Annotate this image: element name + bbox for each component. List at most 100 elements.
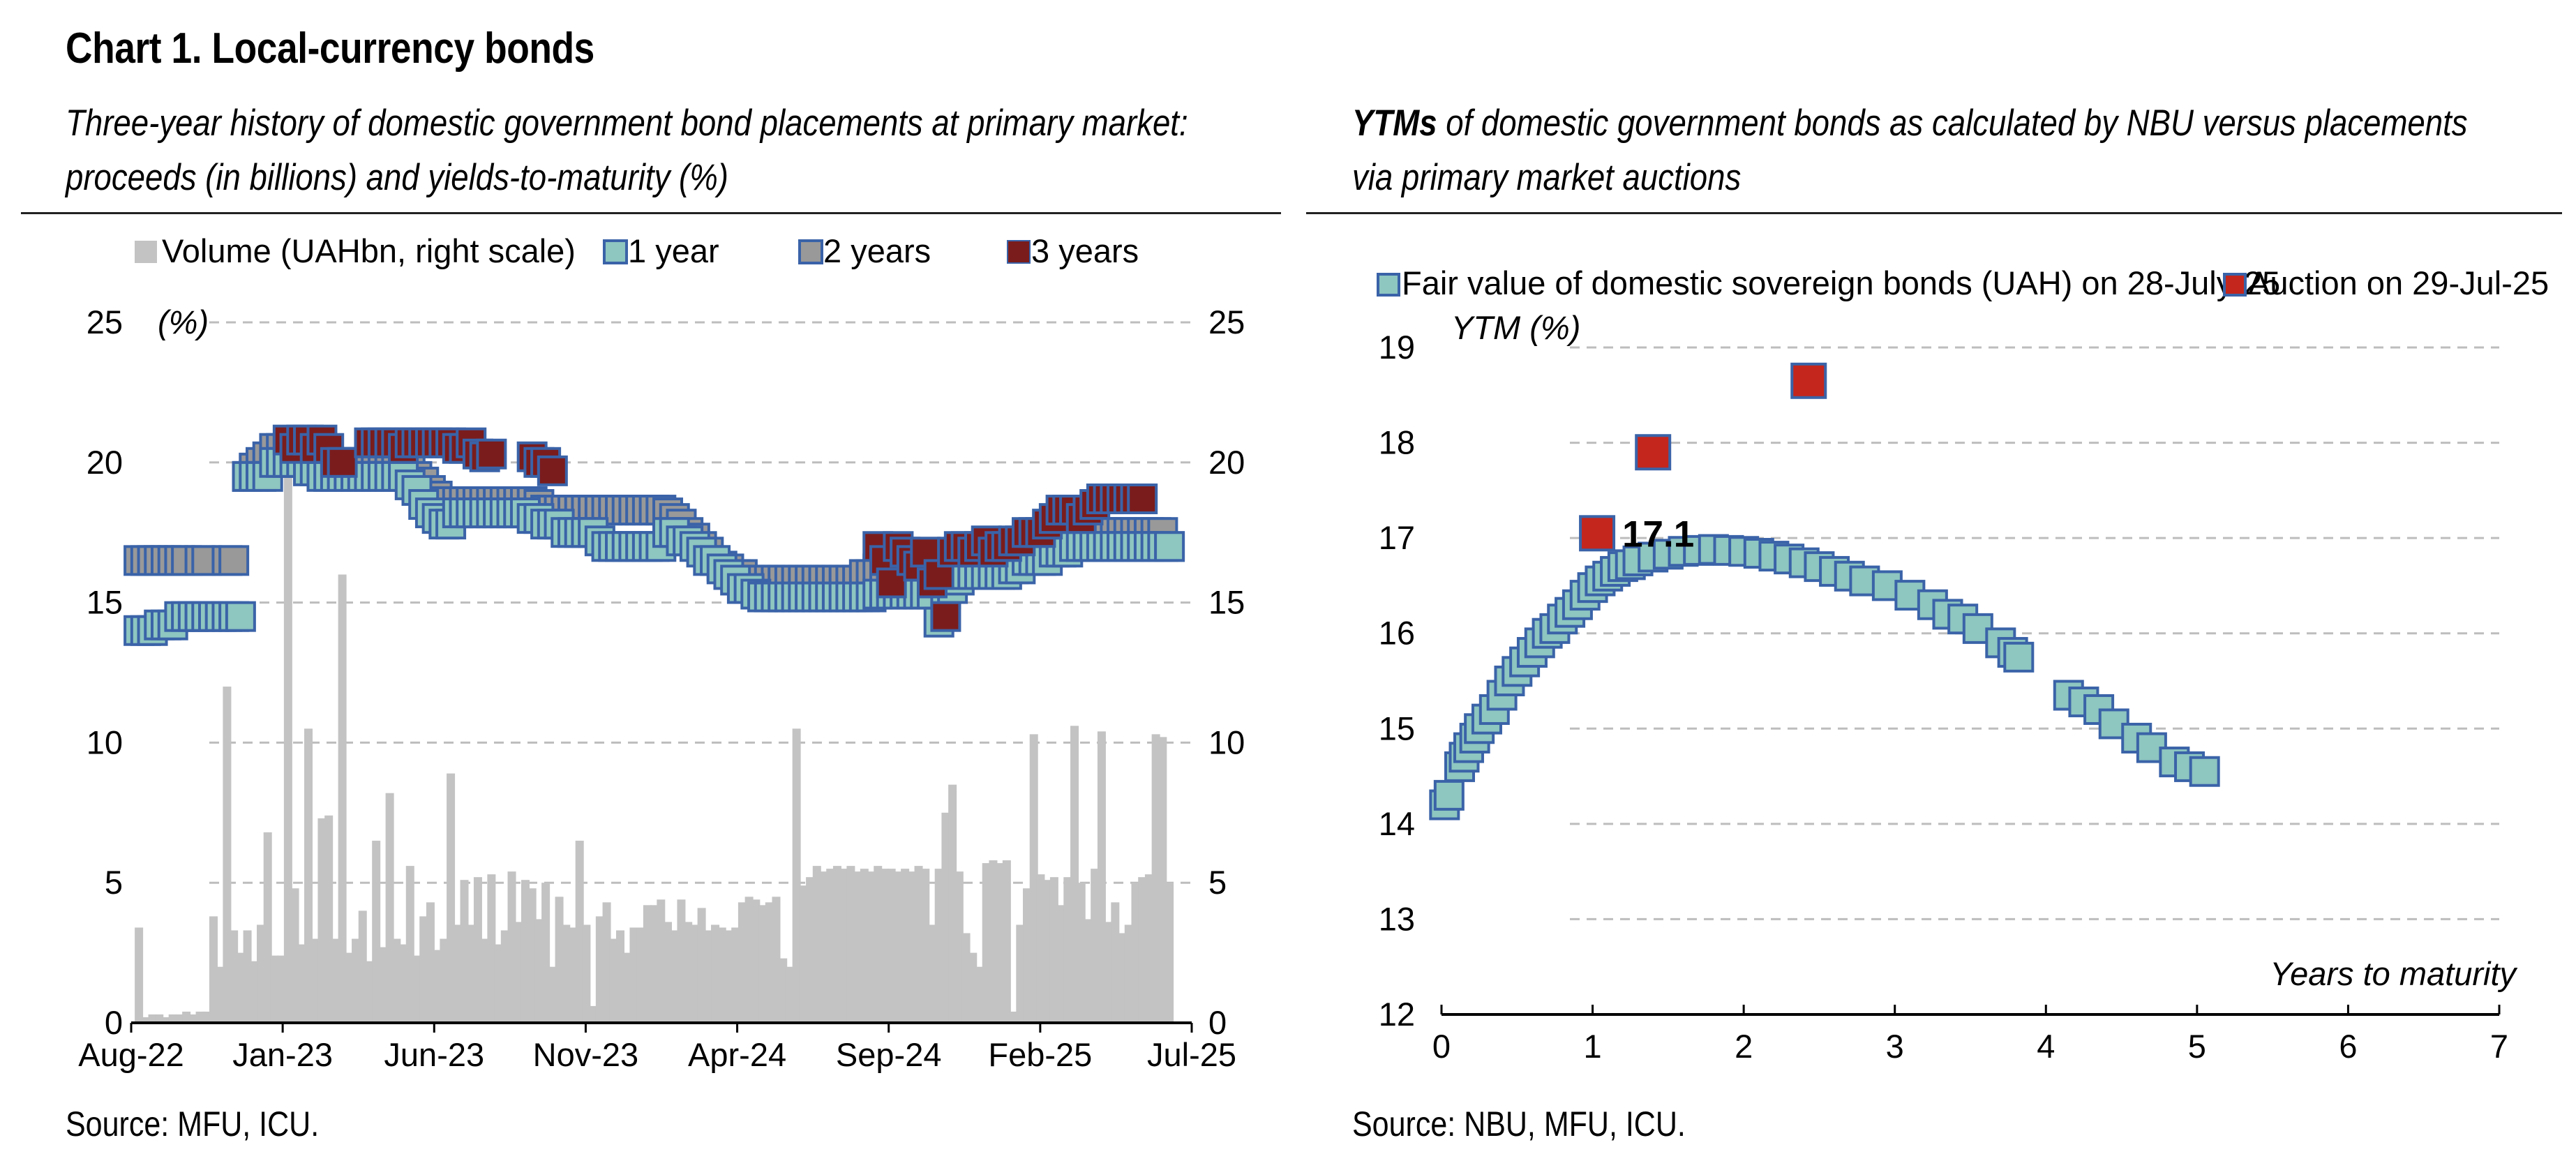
volume-bar — [230, 930, 239, 1023]
left-x-tick-label: Sep-24 — [836, 1036, 942, 1073]
annotation-17-1: 17.1 — [1622, 514, 1694, 555]
legend-swatch-volume — [135, 241, 157, 263]
marker-3-years — [476, 438, 507, 470]
marker-2-years — [218, 545, 250, 576]
left-y-tick-label: 20 — [87, 444, 123, 481]
volume-bar — [216, 966, 225, 1023]
volume-bar — [345, 952, 354, 1023]
legend-label-1-year: 1 year — [628, 232, 719, 269]
volume-bar — [405, 866, 414, 1023]
volume-bar — [839, 869, 848, 1023]
marker-1-year — [225, 601, 256, 632]
marker-auction — [1635, 434, 1672, 471]
right-chart: Fair value of domestic sovereign bonds (… — [1377, 264, 2549, 1065]
volume-bar — [874, 866, 883, 1023]
volume-bar — [378, 947, 387, 1023]
volume-bar — [460, 880, 469, 1023]
volume-bar — [541, 883, 551, 1023]
volume-bar — [440, 938, 449, 1023]
right-scale-tick-label: 20 — [1208, 444, 1245, 481]
right-x-tick-label: 1 — [1584, 1028, 1602, 1065]
volume-bar — [243, 930, 252, 1023]
marker-auction — [1579, 515, 1616, 552]
volume-bar — [1063, 877, 1072, 1023]
volume-bar — [880, 869, 889, 1023]
volume-bar — [772, 897, 781, 1023]
volume-bar — [968, 952, 978, 1023]
right-x-tick-label: 5 — [2188, 1028, 2206, 1065]
volume-bar — [433, 950, 442, 1023]
volume-bar — [168, 1014, 177, 1023]
volume-bar — [352, 938, 361, 1023]
volume-bar — [182, 1011, 191, 1023]
volume-bar — [1036, 874, 1045, 1023]
right-y-tick-label: 16 — [1379, 615, 1415, 652]
left-y-tick-label: 0 — [105, 1004, 123, 1041]
volume-bar — [338, 574, 347, 1023]
volume-bar — [744, 897, 754, 1023]
left-grid — [209, 321, 1192, 884]
volume-bar — [690, 924, 699, 1023]
legend-label-volume: Volume (UAHbn, right scale) — [162, 232, 576, 269]
legend-swatch-2-years — [798, 239, 823, 264]
volume-bar — [657, 899, 666, 1023]
right-x-tick-label: 0 — [1432, 1028, 1451, 1065]
left-subtitle-line-1: Three-year history of domestic governmen… — [66, 103, 1188, 144]
right-x-tick-label: 7 — [2490, 1028, 2508, 1065]
volume-bar — [589, 1005, 598, 1023]
right-scale-tick-label: 5 — [1208, 864, 1227, 901]
volume-bar — [1138, 877, 1147, 1023]
right-y-tick-label: 15 — [1379, 710, 1415, 747]
volume-bar — [1111, 902, 1120, 1023]
ytm-markers — [1429, 362, 2220, 820]
volume-bar — [310, 938, 320, 1023]
volume-bar — [304, 728, 313, 1023]
legend-swatch-fair-value — [1377, 273, 1400, 297]
volume-bar — [765, 902, 774, 1023]
right-subtitle-line-2: via primary market auctions — [1352, 157, 1742, 198]
volume-bar — [819, 871, 828, 1023]
volume-bar — [853, 871, 862, 1023]
volume-bar — [1158, 737, 1167, 1023]
volume-bar — [975, 966, 984, 1023]
volume-bar — [697, 908, 706, 1023]
volume-bar — [385, 793, 394, 1023]
left-chart: Volume (UAHbn, right scale) 1 year 2 yea… — [78, 232, 1245, 1073]
volume-bar — [331, 938, 340, 1023]
volume-bar — [751, 899, 761, 1023]
left-y-tick-label: 25 — [87, 304, 123, 340]
right-header-rule — [1306, 212, 2562, 214]
volume-bar — [480, 938, 489, 1023]
volume-bar — [297, 944, 306, 1023]
volume-bar — [826, 869, 835, 1023]
volume-bar — [317, 818, 327, 1023]
left-x-tick-label: Aug-22 — [78, 1036, 184, 1073]
volume-bar — [860, 869, 869, 1023]
left-x-tick-label: Jan-23 — [232, 1036, 333, 1073]
right-legend: Fair value of domestic sovereign bonds (… — [1377, 264, 2549, 301]
volume-bar — [867, 871, 876, 1023]
volume-bar — [921, 869, 930, 1023]
volume-bar — [358, 911, 367, 1023]
marker-1-year — [1154, 531, 1185, 562]
left-x-tick-label: Jun-23 — [384, 1036, 484, 1073]
volume-bar — [799, 885, 808, 1023]
left-y-tick-label: 5 — [105, 864, 123, 901]
volume-bar — [982, 863, 991, 1023]
right-scale-tick-label: 0 — [1208, 1004, 1227, 1041]
left-y-tick-label: 10 — [87, 724, 123, 760]
volume-bar — [575, 840, 584, 1023]
right-x-tick-label: 4 — [2037, 1028, 2055, 1065]
volume-bar — [263, 832, 272, 1023]
volume-bar — [188, 1014, 197, 1023]
right-source-note: Source: NBU, MFU, ICU. — [1352, 1104, 1686, 1144]
volume-bar — [792, 728, 801, 1023]
right-subtitle-rest: of domestic government bonds as calculat… — [1437, 103, 2468, 144]
right-y-tick-label: 17 — [1379, 519, 1415, 556]
volume-bar — [419, 916, 428, 1023]
marker-3-years — [930, 601, 961, 632]
right-x-tick-label: 3 — [1886, 1028, 1904, 1065]
volume-bar — [684, 922, 693, 1023]
left-y-unit-label: (%) — [158, 304, 209, 340]
